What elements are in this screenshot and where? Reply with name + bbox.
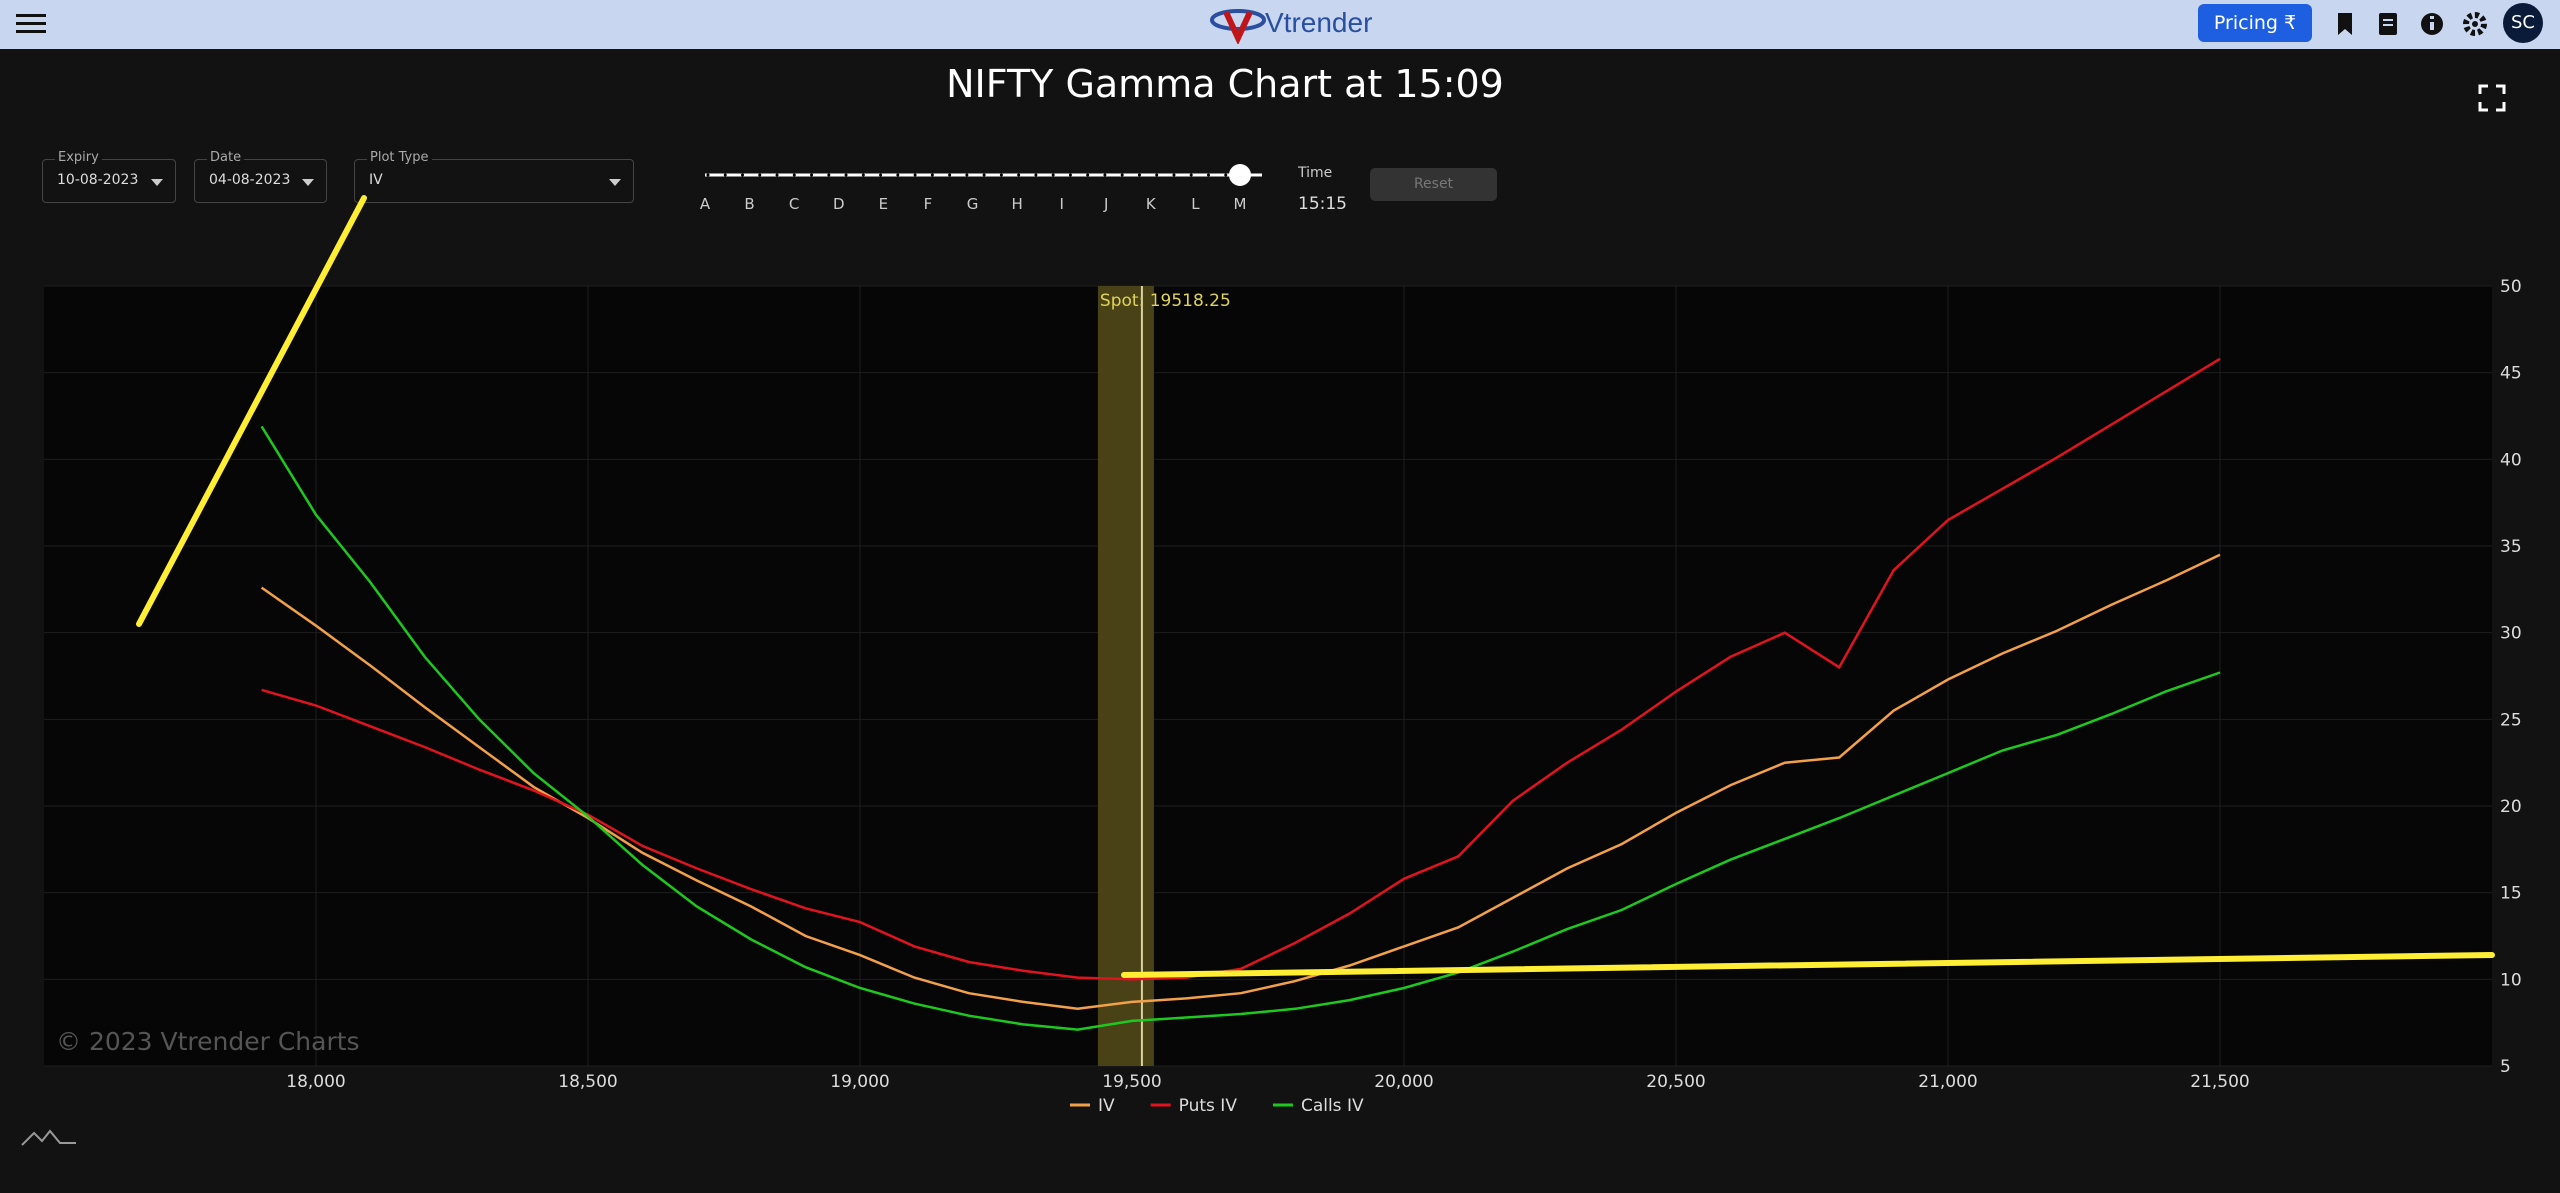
menu-button[interactable] (16, 12, 46, 36)
slider-dot (861, 173, 865, 177)
slider-label: C (789, 195, 799, 213)
slider-dot (913, 173, 917, 177)
y-tick-label: 45 (2500, 364, 2522, 384)
slider-dot (999, 173, 1003, 177)
slider-dot (792, 173, 796, 177)
slider-dot (1120, 173, 1124, 177)
slider-dot (1068, 173, 1072, 177)
slider-dot (1086, 173, 1090, 177)
slider-dot (896, 173, 900, 177)
legend-label: Puts IV (1179, 1096, 1238, 1116)
slider-label: H (1011, 195, 1022, 213)
slider-dot (1224, 173, 1228, 177)
time-label: Time (1298, 165, 1333, 181)
slider-thumb (1229, 164, 1251, 186)
settings-icon[interactable] (2463, 12, 2487, 36)
y-tick-label: 25 (2500, 710, 2522, 730)
slider-dot (1155, 173, 1159, 177)
slider-label: M (1234, 195, 1247, 213)
tradingview-logo (21, 1129, 76, 1146)
slider-label: F (924, 195, 933, 213)
slider-dot (1017, 173, 1021, 177)
plot-type-label: Plot Type (367, 150, 432, 165)
slider-dot (1103, 173, 1107, 177)
toolbar-icons (2338, 12, 2487, 36)
time-value: 15:15 (1298, 194, 1347, 214)
slider-label: I (1059, 195, 1063, 213)
slider-label: A (700, 195, 711, 213)
slider-label: D (833, 195, 845, 213)
expiry-value: 10-08-2023 (57, 172, 139, 188)
slider-dot (723, 173, 727, 177)
y-tick-label: 30 (2500, 624, 2522, 644)
legend-label: IV (1098, 1096, 1115, 1116)
watermark: © 2023 Vtrender Charts (56, 1027, 360, 1056)
y-tick-label: 15 (2500, 884, 2522, 904)
x-tick-label: 21,000 (1918, 1072, 1977, 1092)
y-tick-label: 20 (2500, 797, 2522, 817)
y-tick-label: 5 (2500, 1057, 2511, 1077)
time-slider[interactable]: A B C D E F G H I J K L M (690, 155, 1270, 215)
date-value: 04-08-2023 (209, 172, 291, 188)
chart-title: NIFTY Gamma Chart at 15:09 (946, 62, 1504, 106)
logo-icon (1210, 9, 1266, 44)
slider-label: J (1103, 195, 1108, 213)
x-tick-label: 18,500 (558, 1072, 617, 1092)
date-label: Date (207, 150, 245, 165)
x-tick-label: 19,500 (1102, 1072, 1161, 1092)
slider-dot (827, 173, 831, 177)
pricing-button[interactable]: Pricing ₹ (2198, 4, 2312, 42)
top-bar: Vtrender Pricing ₹ SC (0, 0, 2560, 49)
slider-dot (706, 173, 710, 177)
reset-button[interactable]: Reset (1370, 168, 1497, 201)
legend-label: Calls IV (1301, 1096, 1364, 1116)
y-tick-label: 50 (2500, 277, 2522, 297)
x-tick-label: 19,000 (830, 1072, 889, 1092)
fullscreen-button[interactable] (2478, 84, 2506, 112)
x-tick-label: 21,500 (2190, 1072, 2249, 1092)
slider-dot (758, 173, 762, 177)
slider-label: L (1191, 195, 1200, 213)
expiry-label: Expiry (55, 150, 102, 165)
slider-dot (1034, 173, 1038, 177)
slider-dot (930, 173, 934, 177)
plot-type-select[interactable]: Plot Type IV (354, 150, 634, 203)
avatar[interactable]: SC (2503, 3, 2543, 43)
spot-label: Spot: 19518.25 (1100, 291, 1231, 311)
slider-dot (844, 173, 848, 177)
slider-label: E (879, 195, 888, 213)
x-tick-label: 20,500 (1646, 1072, 1705, 1092)
x-tick-label: 18,000 (286, 1072, 345, 1092)
plot-type-value: IV (369, 172, 383, 188)
slider-dot (982, 173, 986, 177)
expiry-select[interactable]: Expiry 10-08-2023 (42, 150, 176, 203)
slider-label: B (744, 195, 754, 213)
slider-dot (775, 173, 779, 177)
slider-label: G (967, 195, 979, 213)
y-tick-label: 10 (2500, 970, 2522, 990)
y-tick-label: 40 (2500, 450, 2522, 470)
y-tick-label: 35 (2500, 537, 2522, 557)
x-tick-label: 20,000 (1374, 1072, 1433, 1092)
slider-label: K (1146, 195, 1157, 213)
series-line (260, 553, 2221, 1011)
slider-dot (1137, 173, 1141, 177)
plot-area (44, 286, 2492, 1066)
series-line (260, 425, 2221, 1031)
bookmark-icon[interactable] (2338, 13, 2352, 35)
spot-band (1097, 286, 1154, 1066)
slider-dot (1206, 173, 1210, 177)
slider-dot (1189, 173, 1193, 177)
slider-dot (741, 173, 745, 177)
slider-dot (879, 173, 883, 177)
slider-dot (965, 173, 969, 177)
slider-dot (1172, 173, 1176, 177)
slider-dot (810, 173, 814, 177)
slider-dot (1051, 173, 1055, 177)
logo-text[interactable]: Vtrender (1265, 7, 1373, 38)
slider-dot (948, 173, 952, 177)
